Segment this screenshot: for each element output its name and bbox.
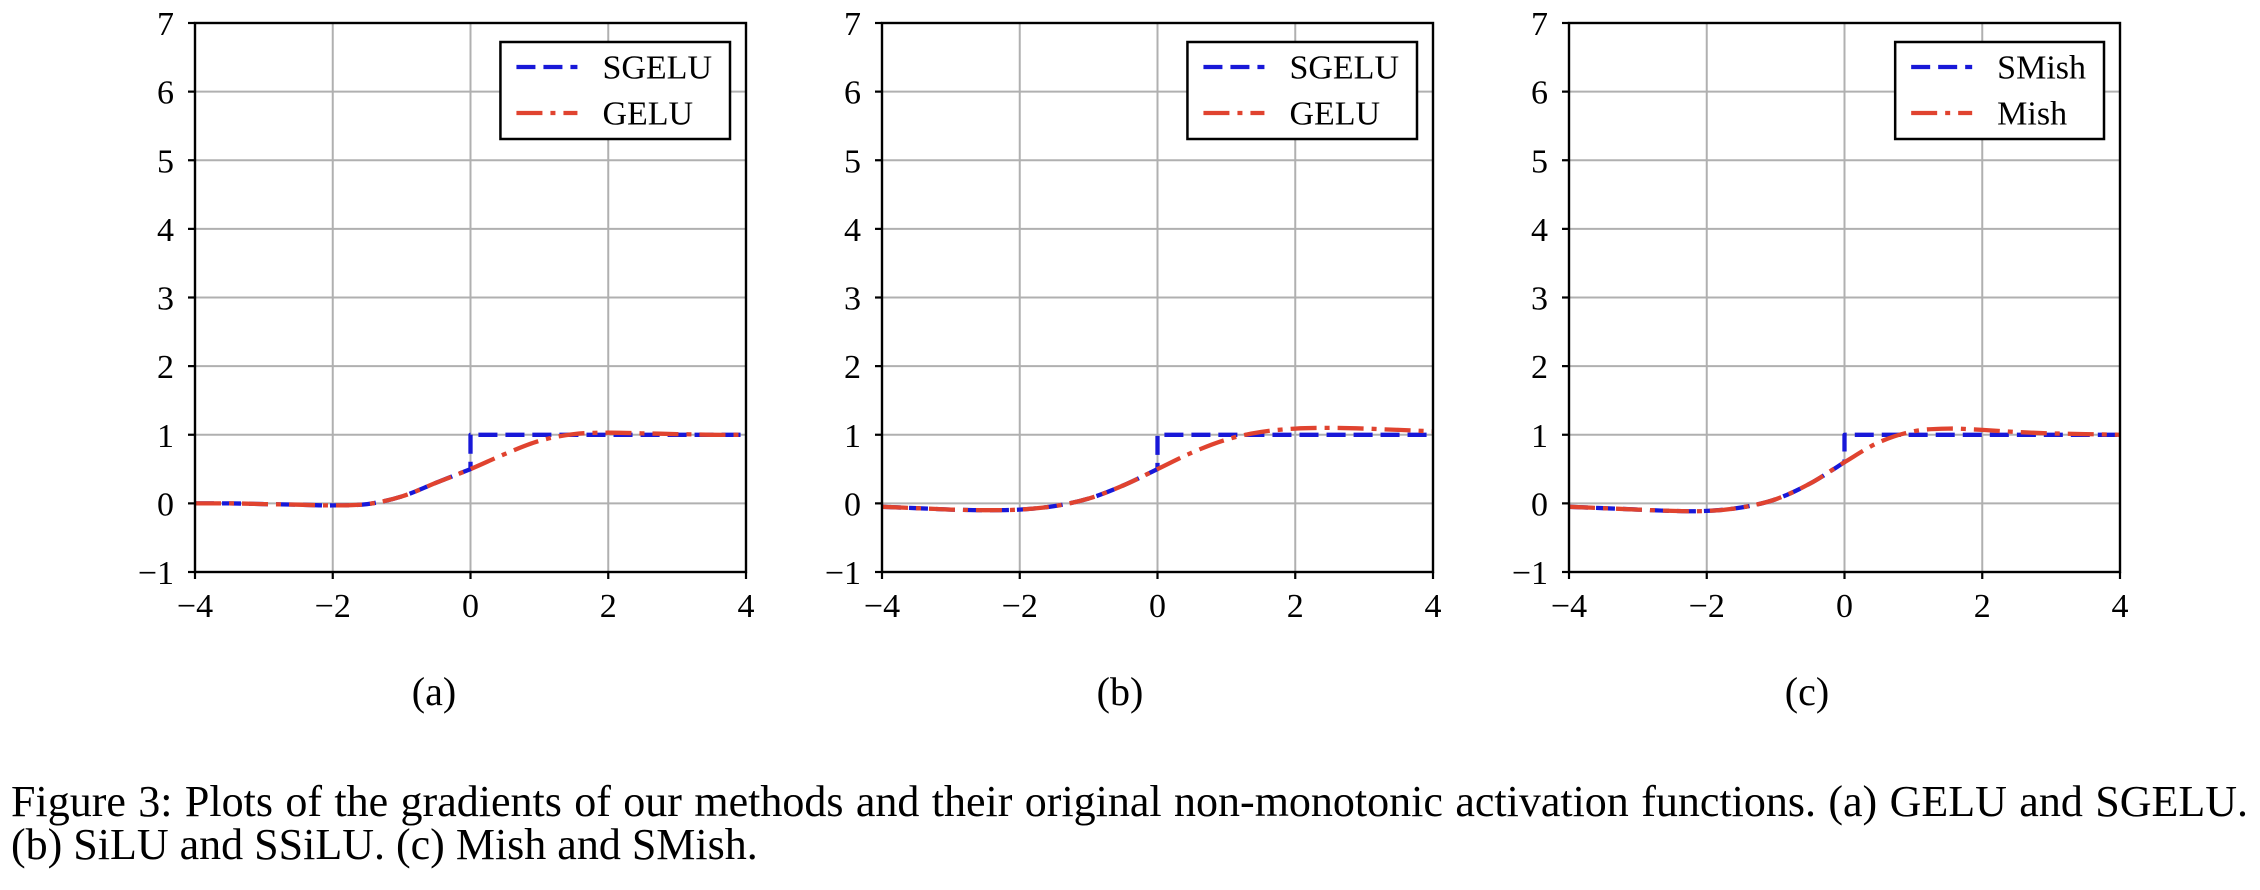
x-tick-label: −2 bbox=[1002, 588, 1038, 625]
y-tick-label: 6 bbox=[157, 75, 174, 112]
x-tick-label: 4 bbox=[1425, 588, 1442, 625]
y-tick-label: 1 bbox=[1531, 418, 1548, 455]
x-tick-label: 2 bbox=[600, 588, 617, 625]
x-tick-label: 0 bbox=[1149, 588, 1166, 625]
y-tick-label: 0 bbox=[1531, 486, 1548, 523]
y-tick-label: −1 bbox=[1512, 555, 1548, 592]
x-tick-label: 4 bbox=[2112, 588, 2129, 625]
legend-box bbox=[499, 40, 732, 141]
y-tick-label: 3 bbox=[157, 281, 174, 318]
x-tick-label: −2 bbox=[1689, 588, 1725, 625]
subplot-label: (b) bbox=[1097, 669, 1144, 714]
y-tick-label: 7 bbox=[844, 6, 861, 43]
y-tick-label: 4 bbox=[157, 212, 174, 249]
legend-entry-gelu: GELU bbox=[1203, 96, 1380, 133]
y-tick-label: 7 bbox=[1531, 6, 1548, 43]
subplot-a: −4 −2 0 2 4 −1 0 1 2 3 4 5 6 7 SGELU GELU (a) bbox=[138, 6, 755, 714]
legend: SGELU GELU bbox=[499, 40, 732, 141]
y-tick-label: 1 bbox=[157, 418, 174, 455]
subplot-label: (c) bbox=[1785, 669, 1829, 714]
y-tick-label: 6 bbox=[844, 75, 861, 112]
y-tick-label: 3 bbox=[844, 281, 861, 318]
x-tick-label: −4 bbox=[1551, 588, 1587, 625]
legend-label: SGELU bbox=[602, 50, 712, 87]
y-tick-label: 6 bbox=[1531, 75, 1548, 112]
series-line-gelu bbox=[882, 425, 1433, 513]
legend-entry-sgelu: SGELU bbox=[516, 50, 712, 87]
series-lines bbox=[882, 425, 1433, 513]
y-tick-label: −1 bbox=[138, 555, 174, 592]
y-tick-label: 2 bbox=[844, 349, 861, 386]
y-tick-label: 3 bbox=[1531, 281, 1548, 318]
x-tick-label: 4 bbox=[738, 588, 755, 625]
x-tick-label: −4 bbox=[177, 588, 213, 625]
subplot-c: −4 −2 0 2 4 −1 0 1 2 3 4 5 6 7 SMish Mish (c) bbox=[1512, 6, 2129, 714]
subplot-label: (a) bbox=[412, 669, 456, 714]
y-tick-label: 7 bbox=[157, 6, 174, 43]
legend: SMish Mish bbox=[1893, 40, 2106, 141]
legend-label: Mish bbox=[1997, 96, 2067, 133]
y-tick-label: −1 bbox=[825, 555, 861, 592]
series-lines bbox=[195, 430, 746, 508]
x-tick-label: −2 bbox=[315, 588, 351, 625]
series-line-mish bbox=[1569, 426, 2120, 514]
y-tick-label: 5 bbox=[844, 143, 861, 180]
legend-label: GELU bbox=[602, 96, 693, 133]
legend-entry-mish: Mish bbox=[1911, 96, 2067, 133]
series-lines bbox=[1569, 426, 2120, 514]
series-line-gelu bbox=[195, 430, 746, 508]
figure-caption: Figure 3: Plots of the gradients of our … bbox=[11, 777, 2248, 869]
y-tick-label: 5 bbox=[1531, 143, 1548, 180]
x-tick-label: 0 bbox=[1836, 588, 1853, 625]
figure-plots: −4 −2 0 2 4 −1 0 1 2 3 4 5 6 7 SGELU GELU (a) −4 −2 0 2 4 −1 0 1… bbox=[138, 6, 2129, 714]
legend-box bbox=[1186, 40, 1419, 141]
y-tick-label: 0 bbox=[157, 486, 174, 523]
legend-label: GELU bbox=[1289, 96, 1380, 133]
x-tick-label: 2 bbox=[1974, 588, 1991, 625]
x-tick-label: −4 bbox=[864, 588, 900, 625]
legend: SGELU GELU bbox=[1186, 40, 1419, 141]
legend-entry-sgelu: SGELU bbox=[1203, 50, 1399, 87]
y-tick-label: 2 bbox=[1531, 349, 1548, 386]
legend-entry-smish: SMish bbox=[1911, 50, 2086, 87]
subplot-b: −4 −2 0 2 4 −1 0 1 2 3 4 5 6 7 SGELU GELU (b) bbox=[825, 6, 1442, 714]
y-tick-label: 0 bbox=[844, 486, 861, 523]
legend-label: SGELU bbox=[1289, 50, 1399, 87]
y-tick-label: 4 bbox=[1531, 212, 1548, 249]
y-tick-label: 2 bbox=[157, 349, 174, 386]
x-tick-label: 0 bbox=[462, 588, 479, 625]
y-tick-label: 1 bbox=[844, 418, 861, 455]
y-tick-label: 4 bbox=[844, 212, 861, 249]
legend-box bbox=[1893, 40, 2106, 141]
y-tick-label: 5 bbox=[157, 143, 174, 180]
legend-label: SMish bbox=[1997, 50, 2086, 87]
x-tick-label: 2 bbox=[1287, 588, 1304, 625]
legend-entry-gelu: GELU bbox=[516, 96, 693, 133]
